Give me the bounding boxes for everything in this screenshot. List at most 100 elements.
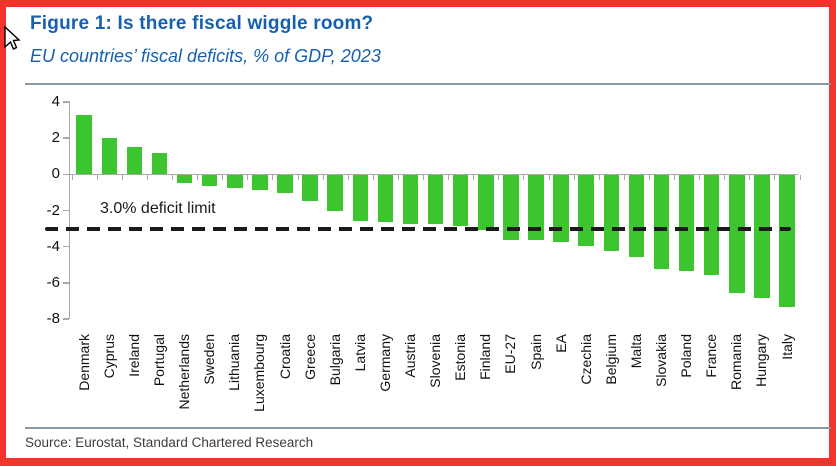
figure-subtitle: EU countries’ fiscal deficits, % of GDP,…	[30, 46, 381, 66]
x-axis-tick	[222, 175, 224, 181]
x-axis-tick	[272, 175, 274, 181]
x-axis-label-france: France	[703, 334, 720, 378]
x-axis-tick	[724, 175, 726, 181]
bar-spain	[528, 175, 544, 241]
footer-divider	[25, 427, 831, 429]
x-axis-label-spain: Spain	[527, 334, 544, 370]
x-axis-tick	[498, 175, 500, 181]
x-axis-label-cyprus: Cyprus	[100, 334, 117, 379]
x-axis-label-sweden: Sweden	[201, 334, 218, 385]
x-axis-label-eu-27: EU-27	[502, 334, 519, 374]
x-axis-label-bulgaria: Bulgaria	[326, 334, 343, 386]
x-axis-tick	[121, 175, 123, 181]
bar-cyprus	[101, 138, 118, 175]
bar-germany	[377, 175, 394, 223]
x-axis-tick	[473, 175, 475, 181]
y-axis-tick	[62, 245, 69, 248]
x-axis-tick	[623, 175, 625, 181]
bar-netherlands	[176, 175, 193, 183]
x-axis-tick	[448, 175, 450, 181]
bar-denmark	[76, 114, 92, 175]
y-axis-tick	[62, 137, 69, 139]
x-axis-label-lithuania: Lithuania	[226, 334, 243, 391]
x-axis-label-slovakia: Slovakia	[653, 334, 669, 387]
x-axis-tick	[197, 175, 199, 181]
y-axis-tick-label: 4	[51, 92, 60, 110]
x-axis-label-italy: Italy	[778, 334, 795, 360]
x-axis-label-romania: Romania	[728, 334, 745, 391]
bar-slovakia	[653, 175, 670, 270]
bar-czechia	[578, 175, 594, 246]
y-axis-tick-label: 0	[51, 165, 60, 183]
x-axis-label-ireland: Ireland	[125, 334, 142, 377]
x-axis-tick	[699, 175, 701, 181]
x-axis-tick	[598, 175, 600, 181]
x-axis-label-germany: Germany	[376, 334, 393, 392]
y-axis-tick-label: -8	[46, 310, 60, 328]
bar-romania	[729, 175, 745, 293]
bar-finland	[478, 175, 494, 230]
x-axis-tick	[774, 175, 776, 181]
x-axis-tick	[146, 175, 148, 181]
bar-ireland	[126, 147, 143, 175]
x-axis-tick	[172, 175, 174, 181]
x-axis-tick	[397, 175, 399, 181]
y-axis-tick-label: -6	[46, 273, 60, 291]
deficit-limit-label: 3.0% deficit limit	[100, 200, 216, 217]
bar-croatia	[277, 175, 293, 194]
y-axis-tick-label: 2	[51, 129, 60, 147]
x-axis-tick	[347, 175, 349, 181]
x-axis-tick	[799, 175, 801, 181]
bar-bulgaria	[327, 175, 343, 212]
x-axis-tick	[674, 175, 676, 181]
bar-france	[703, 175, 720, 275]
x-axis-tick	[423, 175, 425, 181]
x-axis-label-slovenia: Slovenia	[427, 334, 444, 388]
x-axis-tick	[548, 175, 550, 181]
source-text: Source: Eurostat, Standard Chartered Res…	[25, 435, 314, 450]
x-axis-tick	[372, 175, 374, 181]
y-axis-tick	[62, 173, 69, 176]
y-axis-tick-label: -4	[46, 237, 60, 255]
bar-slovenia	[427, 175, 444, 225]
x-axis-tick	[71, 175, 73, 181]
y-axis-line	[68, 100, 70, 320]
y-axis-tick	[62, 209, 69, 212]
x-axis-tick	[247, 175, 249, 181]
y-axis-tick	[62, 282, 69, 284]
x-axis-label-denmark: Denmark	[75, 334, 92, 391]
bar-latvia	[352, 175, 369, 221]
x-axis-label-luxembourg: Luxembourg	[251, 334, 268, 412]
x-axis-tick	[322, 175, 324, 181]
y-axis-tick	[62, 318, 69, 320]
y-axis-tick	[62, 101, 69, 103]
bar-greece	[302, 175, 318, 201]
x-axis-tick	[749, 175, 751, 181]
x-axis-label-hungary: Hungary	[753, 334, 770, 387]
x-axis-label-netherlands: Netherlands	[176, 334, 193, 410]
figure-title: Figure 1: Is there fiscal wiggle room?	[30, 13, 374, 34]
bar-portugal	[151, 152, 168, 175]
cursor-icon	[4, 25, 21, 50]
x-axis-label-ea: EA	[552, 334, 569, 353]
x-axis-label-finland: Finland	[477, 334, 494, 380]
x-axis-label-portugal: Portugal	[151, 334, 167, 387]
y-axis-tick-label: -2	[46, 201, 60, 219]
x-axis-tick	[648, 175, 650, 181]
header-divider	[25, 83, 831, 85]
x-axis-label-czechia: Czechia	[577, 334, 594, 385]
bar-eu-27	[503, 175, 519, 241]
x-axis-label-greece: Greece	[301, 334, 318, 380]
bar-luxembourg	[252, 175, 268, 190]
bar-ea	[553, 175, 569, 243]
bar-belgium	[603, 175, 620, 252]
bar-poland	[678, 175, 695, 272]
bar-italy	[779, 175, 795, 308]
x-axis-label-belgium: Belgium	[602, 334, 619, 385]
x-axis-tick	[573, 175, 575, 181]
deficit-limit-dashed-line	[45, 226, 791, 231]
bar-estonia	[452, 175, 469, 226]
zero-gridline	[68, 173, 798, 176]
